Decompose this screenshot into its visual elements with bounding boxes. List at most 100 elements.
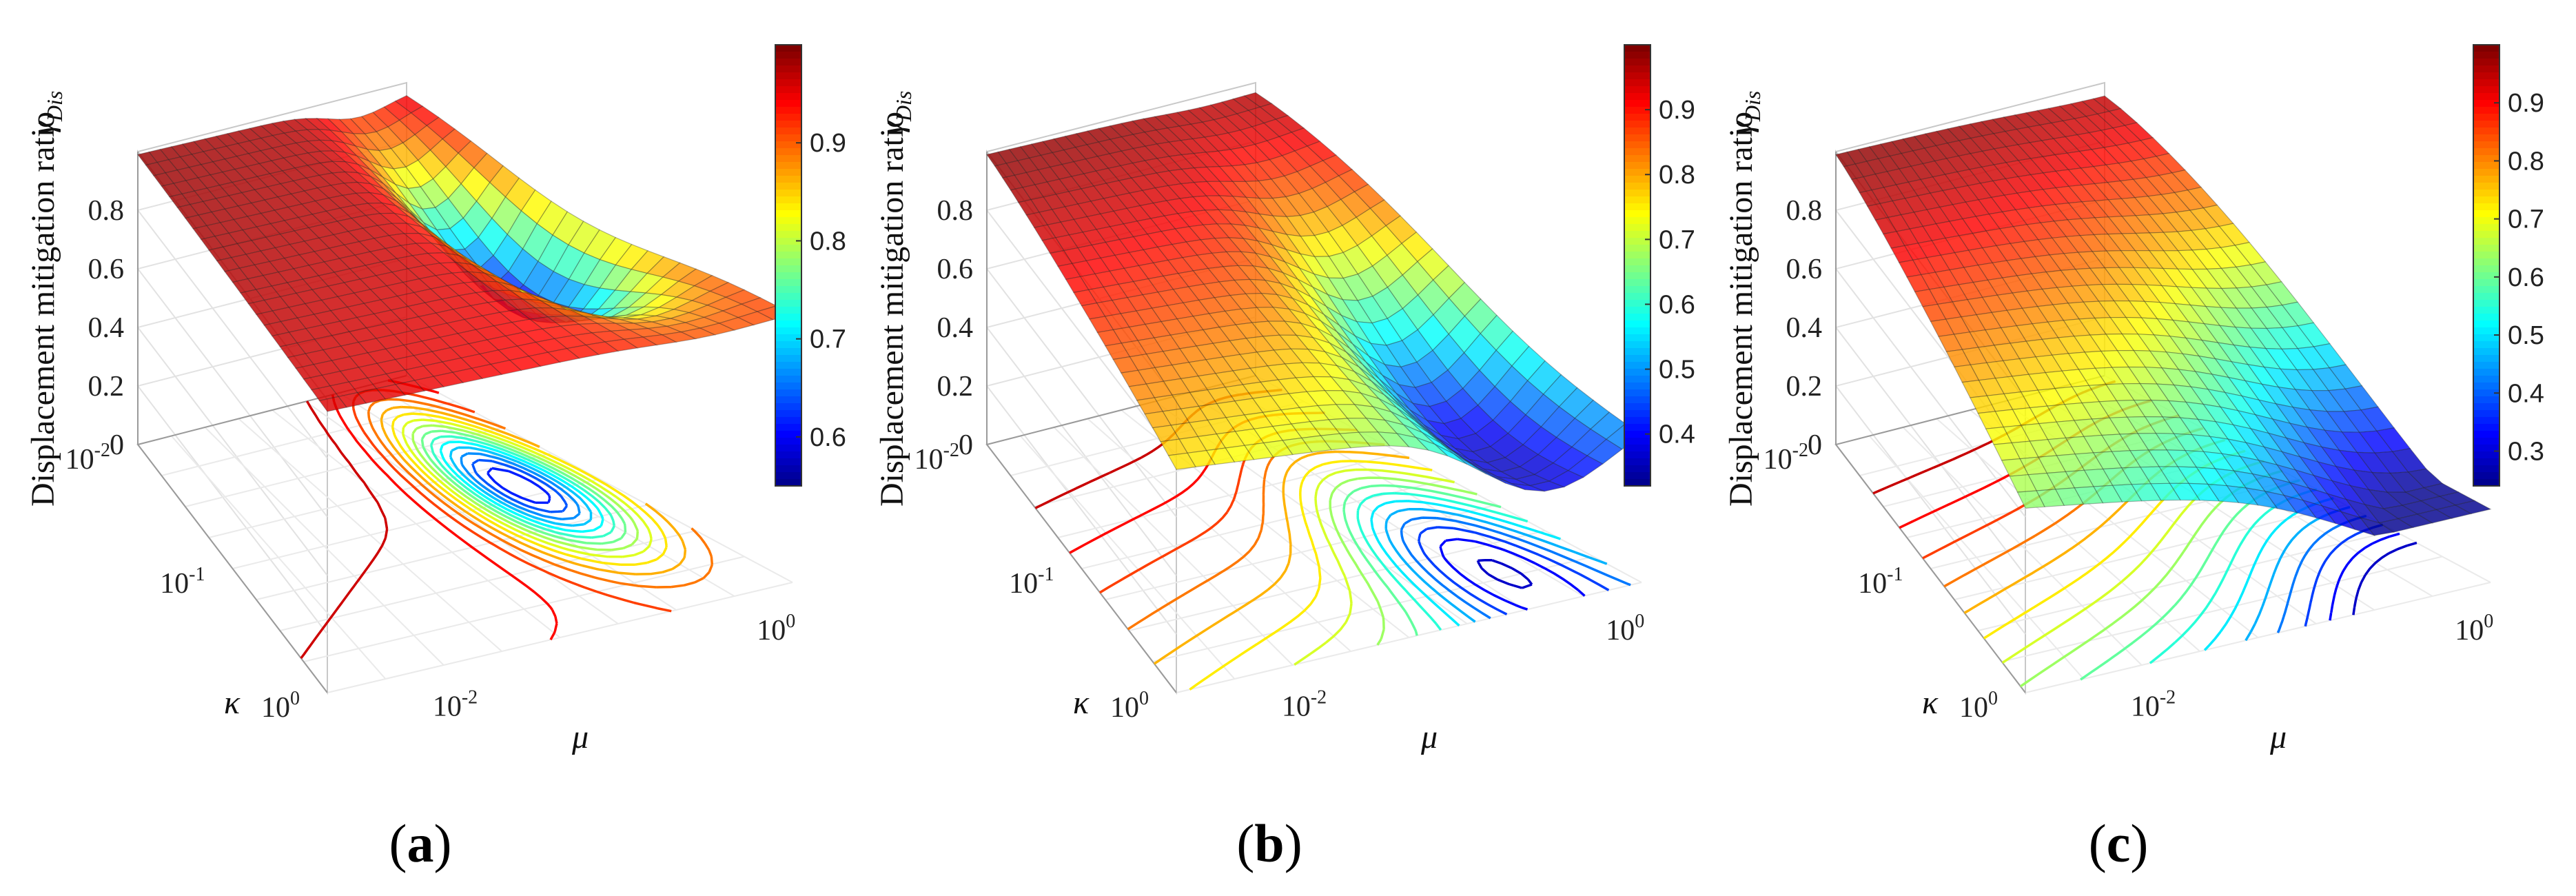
colorbar-segment (775, 162, 801, 170)
contour-lines (1034, 388, 1631, 691)
panel-paren-open: ( (389, 813, 407, 873)
colorbar-segment (2473, 72, 2500, 80)
colorbar-segment (2473, 155, 2500, 163)
contour-level (1342, 484, 1502, 636)
surface-mesh (986, 92, 1643, 492)
colorbar-segment (1624, 176, 1650, 183)
colorbar-segment (775, 472, 801, 480)
z-symbol-sub: Dis (891, 91, 916, 122)
colorbar-segment (2473, 252, 2500, 259)
colorbar-segment (2473, 183, 2500, 190)
colorbar-segment (2473, 114, 2500, 121)
colorbar-segment (1624, 451, 1650, 459)
x-tick-exp: 0 (786, 611, 795, 632)
y-tick-exp: -2 (943, 440, 959, 461)
colorbar-segment (775, 417, 801, 425)
colorbar-segment (775, 348, 801, 356)
y-tick-base: 10 (65, 444, 94, 476)
colorbar-tick-label: 0.7 (810, 325, 846, 354)
x-tick-label: 100 (1606, 611, 1644, 646)
colorbar-segment (2473, 107, 2500, 114)
colorbar-segment (2473, 196, 2500, 204)
colorbar-segment (1624, 93, 1650, 101)
colorbar-segment (775, 79, 801, 87)
colorbar-segment (2473, 320, 2500, 328)
panel-paren-open: ( (2089, 813, 2107, 873)
y-tick-label: 100 (1959, 688, 1998, 724)
colorbar-segment (1624, 307, 1650, 314)
floor-gridline (1176, 582, 1642, 693)
x-axis-label: μ (1420, 719, 1438, 755)
colorbar-segment (2473, 258, 2500, 266)
colorbar-segment (1624, 300, 1650, 307)
colorbar-segment (1624, 293, 1650, 301)
surface-cell (2454, 500, 2492, 515)
floor-gridline (406, 375, 793, 583)
colorbar-segment (1624, 238, 1650, 245)
z-tick-label: 0.4 (937, 312, 974, 344)
colorbar-segment (2473, 162, 2500, 170)
x-tick-base: 10 (757, 615, 786, 646)
contour-level (420, 429, 627, 545)
colorbar-segment (775, 403, 801, 411)
colorbar-segment (2473, 403, 2500, 411)
colorbar-segment (1624, 210, 1650, 218)
colorbar-segment (1624, 224, 1650, 232)
colorbar: 0.4 0.5 0.6 0.7 0.8 0.9 (1624, 44, 1695, 487)
colorbar-segment (775, 431, 801, 438)
colorbar-segment (775, 265, 801, 273)
contour-level (487, 467, 551, 505)
colorbar-segment (1624, 355, 1650, 363)
colorbar-segment (775, 141, 801, 149)
colorbar-frame (775, 44, 802, 487)
x-tick-exp: -2 (1311, 686, 1327, 708)
colorbar-segment (775, 300, 801, 307)
colorbar-segment (1624, 134, 1650, 142)
x-tick-base: 10 (1606, 615, 1635, 646)
z-symbol-sub: Dis (42, 91, 67, 122)
z-tick-label: 0 (110, 429, 124, 461)
colorbar-tick-label: 0.6 (1659, 290, 1695, 319)
z-axis-symbol: γDis (25, 91, 67, 134)
contour-level (1418, 526, 1610, 615)
y-tick-label: 10-1 (1009, 564, 1054, 600)
colorbar-segment (2473, 190, 2500, 197)
contour-level (380, 405, 687, 576)
panel-letter: b (1254, 813, 1284, 873)
colorbar-tick-label: 0.9 (2508, 89, 2544, 118)
y-tick-exp: -2 (1792, 440, 1808, 461)
colorbar-segment (1624, 272, 1650, 280)
colorbar-segment (2473, 314, 2500, 321)
floor-gridline (256, 504, 648, 600)
colorbar-segment (775, 210, 801, 218)
y-tick-base: 10 (1009, 568, 1038, 600)
colorbar-segment (1624, 196, 1650, 204)
y-tick-base: 10 (1110, 692, 1139, 724)
colorbar-segment (1624, 72, 1650, 80)
colorbar-segment (2473, 176, 2500, 183)
colorbar-tick-label: 0.6 (2508, 263, 2544, 292)
contour-level (1384, 507, 1608, 623)
colorbar-segment (775, 272, 801, 280)
colorbar-segment (2473, 45, 2500, 52)
colorbar-segment (1624, 252, 1650, 259)
colorbar-segment (775, 307, 801, 314)
floor-gridline (1105, 504, 1497, 600)
colorbar-segment (775, 93, 801, 101)
colorbar-tick-label: 0.6 (810, 423, 846, 452)
colorbar-segment (775, 451, 801, 459)
colorbar-segment (775, 362, 801, 369)
colorbar-segment (2473, 424, 2500, 431)
z-axis-label: Displacement mitigation ratio (1723, 112, 1759, 507)
z-tick-label: 0.6 (937, 254, 974, 285)
colorbar-segment (775, 327, 801, 335)
colorbar-segment (1624, 190, 1650, 197)
colorbar-segment (2473, 376, 2500, 383)
colorbar-segment (1624, 438, 1650, 445)
y-tick-base: 10 (914, 444, 943, 476)
colorbar-segment (775, 238, 801, 245)
colorbar-segment (775, 479, 801, 487)
colorbar-segment (1624, 100, 1650, 108)
x-tick-exp: -2 (2160, 686, 2176, 708)
colorbar-segment (1624, 79, 1650, 87)
